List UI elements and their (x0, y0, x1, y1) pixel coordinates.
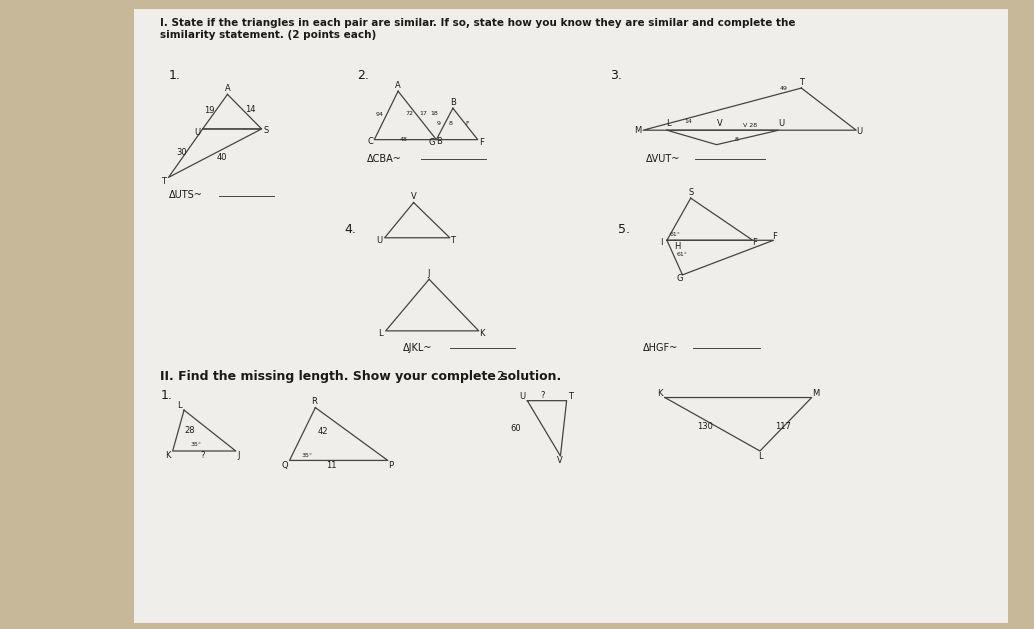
Text: V: V (556, 456, 562, 465)
Text: 117: 117 (774, 422, 791, 431)
Text: V 28: V 28 (742, 123, 757, 128)
Text: 19: 19 (204, 106, 214, 115)
Text: M: M (634, 126, 642, 135)
Text: ?: ? (201, 451, 205, 460)
Text: ΔVUT~: ΔVUT~ (646, 153, 680, 164)
Text: K: K (164, 451, 171, 460)
Text: ΔJKL~: ΔJKL~ (403, 343, 433, 353)
Text: 1.: 1. (160, 389, 172, 401)
Text: 72: 72 (405, 111, 414, 116)
Text: 17: 17 (419, 111, 427, 116)
Text: 61°: 61° (670, 232, 681, 237)
Text: B: B (450, 98, 456, 107)
Text: ?: ? (541, 391, 545, 399)
Text: Q: Q (281, 461, 287, 470)
Text: 60: 60 (511, 425, 521, 433)
Text: S: S (688, 188, 694, 197)
Text: ΔCBA~: ΔCBA~ (367, 153, 402, 164)
Text: F: F (480, 138, 484, 147)
Text: 9: 9 (436, 121, 440, 126)
Text: L: L (758, 452, 762, 460)
Text: 30: 30 (177, 148, 187, 157)
Text: 130: 130 (697, 422, 713, 431)
Text: 8: 8 (734, 136, 738, 142)
Text: S: S (263, 126, 269, 135)
Text: U: U (194, 128, 201, 136)
Text: I: I (661, 238, 663, 247)
Text: T: T (161, 177, 165, 186)
Text: 40: 40 (217, 153, 227, 162)
Text: V: V (717, 120, 723, 128)
Text: P: P (389, 461, 393, 470)
Text: K: K (479, 330, 485, 338)
Text: 5.: 5. (618, 223, 631, 236)
Text: V: V (410, 192, 417, 201)
Text: J: J (428, 269, 430, 278)
Text: ΔUTS~: ΔUTS~ (169, 190, 203, 200)
Text: 94: 94 (375, 112, 384, 117)
Text: 1.: 1. (169, 69, 180, 82)
Text: 48: 48 (399, 137, 407, 142)
Text: I. State if the triangles in each pair are similar. If so, state how you know th: I. State if the triangles in each pair a… (160, 18, 796, 28)
Text: F: F (753, 238, 757, 247)
Text: 18: 18 (430, 111, 438, 116)
Text: U: U (376, 236, 383, 245)
Text: T: T (451, 236, 455, 245)
Text: L: L (178, 401, 182, 409)
Text: G: G (429, 138, 435, 147)
Text: R: R (311, 398, 317, 406)
Text: 49: 49 (780, 86, 788, 91)
Text: 14: 14 (685, 119, 693, 124)
Text: L: L (378, 330, 383, 338)
Text: C: C (367, 137, 373, 146)
Text: L: L (666, 120, 670, 128)
Text: B: B (436, 137, 443, 146)
Text: 2.: 2. (357, 69, 368, 82)
Text: ΔHGF~: ΔHGF~ (643, 343, 678, 353)
Text: A: A (395, 81, 401, 90)
Text: 3.: 3. (610, 69, 621, 82)
Text: 61°: 61° (676, 252, 688, 257)
Text: F: F (772, 232, 777, 241)
Text: A: A (224, 84, 231, 92)
Text: II. Find the missing length. Show your complete solution.: II. Find the missing length. Show your c… (160, 370, 561, 382)
Text: H: H (674, 242, 680, 251)
Text: U: U (856, 127, 862, 136)
Bar (134, 9, 1008, 623)
Text: similarity statement. (2 points each): similarity statement. (2 points each) (160, 30, 376, 40)
Text: 11: 11 (326, 461, 336, 470)
Text: T: T (569, 392, 573, 401)
Text: F: F (465, 121, 469, 126)
Text: 14: 14 (245, 105, 255, 114)
Text: M: M (812, 389, 820, 398)
Text: G: G (676, 274, 682, 283)
Text: 2.: 2. (496, 370, 508, 382)
Text: 4.: 4. (344, 223, 356, 236)
Text: T: T (799, 78, 803, 87)
Text: 8: 8 (449, 121, 453, 126)
Text: J: J (238, 451, 240, 460)
Text: 35°: 35° (302, 453, 313, 458)
Text: K: K (657, 389, 663, 398)
Text: 42: 42 (317, 427, 328, 436)
Text: U: U (519, 392, 525, 401)
Text: U: U (779, 120, 785, 128)
Text: 28: 28 (184, 426, 194, 435)
Text: 35°: 35° (190, 442, 202, 447)
